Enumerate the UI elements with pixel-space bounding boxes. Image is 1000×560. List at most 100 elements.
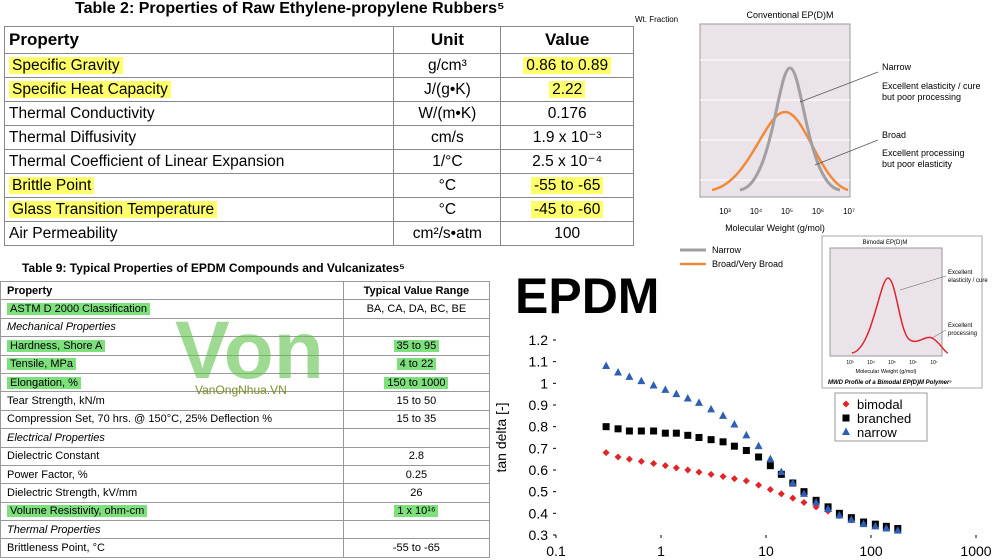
- annotation: but poor elasticity: [882, 159, 953, 169]
- section-cell: Mechanical Properties: [0, 317, 344, 338]
- point: [766, 486, 774, 493]
- x-tick-label: 1000: [960, 543, 991, 559]
- cell: Brittleness Point, °C: [0, 538, 344, 558]
- y-tick-label: 0.8: [529, 419, 549, 435]
- table-title: Table 9: Typical Properties of EPDM Comp…: [22, 261, 405, 275]
- leader: [799, 71, 879, 103]
- cell: 0.25: [342, 464, 491, 485]
- cell: ASTM D 2000 Classification: [0, 299, 344, 319]
- cell-text: Thermal Coefficient of Linear Expansion: [9, 152, 285, 170]
- point: [602, 361, 611, 369]
- leader: [814, 139, 879, 166]
- header-cell: Value: [500, 26, 634, 54]
- point: [730, 420, 739, 428]
- x-tick-label: 10⁶: [909, 360, 917, 366]
- cell-text: 1/°C: [432, 152, 463, 170]
- cell: 0.176: [500, 101, 634, 126]
- caption: MWD Profile of a Bimodal EP(D)M Polymer⁵: [828, 380, 952, 386]
- point: [755, 481, 763, 489]
- y-tick-label: 0.4: [529, 505, 549, 521]
- watermark-site: VanOngNhua.VN: [195, 383, 287, 397]
- y-tick-label: 1.2: [529, 332, 549, 348]
- cell-text: Air Permeability: [9, 224, 118, 242]
- cell-text: °C: [438, 200, 457, 218]
- table-title: Table 2: Properties of Raw Ethylene-prop…: [75, 0, 505, 17]
- legend-box: [834, 392, 928, 442]
- point: [625, 427, 633, 435]
- point: [755, 453, 763, 461]
- row: ASTM D 2000 Classification BA, CA, DA, BC…: [0, 299, 491, 319]
- row: Hardness, Shore A 35 to 95: [0, 336, 491, 356]
- row: Elongation, % 150 to 1000: [0, 372, 491, 393]
- y-tick-label: 0.3: [529, 527, 549, 543]
- row: Brittleness Point, °C -55 to -65: [0, 538, 491, 558]
- point: [730, 475, 738, 483]
- annotations: Excellent elasticity / cure Excellent pr…: [948, 270, 988, 337]
- x-tick-label: 10⁷: [843, 207, 855, 216]
- point: [672, 464, 680, 472]
- x-tick-label: 10⁷: [930, 360, 938, 366]
- point: [614, 368, 623, 376]
- x-tick-label: 10³: [846, 360, 854, 366]
- cell-text: cm²/s•atm: [412, 224, 482, 242]
- point: [882, 524, 891, 532]
- y-tick-label: 0.9: [529, 397, 549, 413]
- point: [893, 526, 902, 534]
- row: Brittle Point °C -55 to -65: [3, 173, 634, 198]
- cell: 4 to 22: [342, 354, 491, 374]
- table: Property Unit Value Specific Gravity g/cm³ 0.…: [3, 26, 634, 246]
- point: [788, 478, 797, 486]
- cell: 1/°C: [393, 149, 502, 174]
- point: [766, 462, 774, 470]
- cell-text: 100: [554, 224, 581, 242]
- point: [707, 436, 715, 444]
- legend-marker: [842, 400, 850, 408]
- cell: 100: [500, 221, 634, 246]
- point: [719, 438, 727, 446]
- cell: -55 to -65: [342, 538, 491, 558]
- row: Thermal Diffusivity cm/s 1.9 x 10⁻³: [3, 125, 634, 150]
- point: [719, 473, 727, 480]
- cell-text: W/(m•K): [418, 104, 477, 122]
- cell: Hardness, Shore A: [0, 336, 344, 356]
- y-tick-label: 0.6: [529, 462, 549, 478]
- cell: Air Permeability: [3, 221, 395, 246]
- point: [871, 521, 880, 530]
- y-tick-label: 1: [540, 375, 548, 391]
- point: [707, 470, 715, 478]
- x-tick-label: 10⁴: [867, 360, 875, 366]
- point: [789, 494, 797, 502]
- row: Power Factor, % 0.25: [0, 464, 491, 485]
- cell-text: 4 to 22: [396, 358, 437, 371]
- cell-text: -55 to -65: [392, 542, 440, 555]
- point: [777, 490, 785, 498]
- cell-text: Dielectric Constant: [7, 450, 100, 463]
- cell-text: 1.9 x 10⁻³: [532, 129, 602, 146]
- cell-text: °C: [438, 176, 457, 194]
- headline: EPDM: [515, 268, 659, 324]
- row: Electrical Properties: [0, 428, 491, 448]
- point: [637, 457, 645, 465]
- header-row: Property Typical Value Range: [0, 280, 491, 301]
- row: Compression Set, 70 hrs. @ 150°C, 25% De…: [0, 409, 491, 430]
- annotation: Excellent: [948, 270, 973, 276]
- legend-label: branched: [857, 411, 911, 426]
- annotation: Excellent processing: [882, 148, 965, 158]
- axis-label: Molecular Weight (g/mol): [725, 223, 825, 233]
- cell: g/cm³: [393, 53, 502, 78]
- x-tick-label: 10⁴: [750, 207, 763, 216]
- row: Specific Gravity g/cm³ 0.86 to 0.89: [3, 53, 634, 78]
- cell-text: cm/s: [431, 128, 464, 146]
- row: Specific Heat Capacity J/(g•K) 2.22: [3, 77, 634, 102]
- axis-label: Molecular Weight (g/mol): [855, 369, 916, 375]
- cell-text: Power Factor, %: [7, 468, 88, 481]
- cell-text: 150 to 1000: [384, 376, 449, 389]
- cell-text: 0.86 to 0.89: [523, 56, 612, 74]
- cell-text: g/cm³: [427, 56, 467, 74]
- x-tick-label: 0.1: [546, 543, 566, 559]
- point: [650, 427, 658, 435]
- cell-text: 2.8: [408, 450, 425, 463]
- watermark-logo: Von: [175, 305, 324, 396]
- axis-label: Wt. Fraction: [635, 15, 678, 24]
